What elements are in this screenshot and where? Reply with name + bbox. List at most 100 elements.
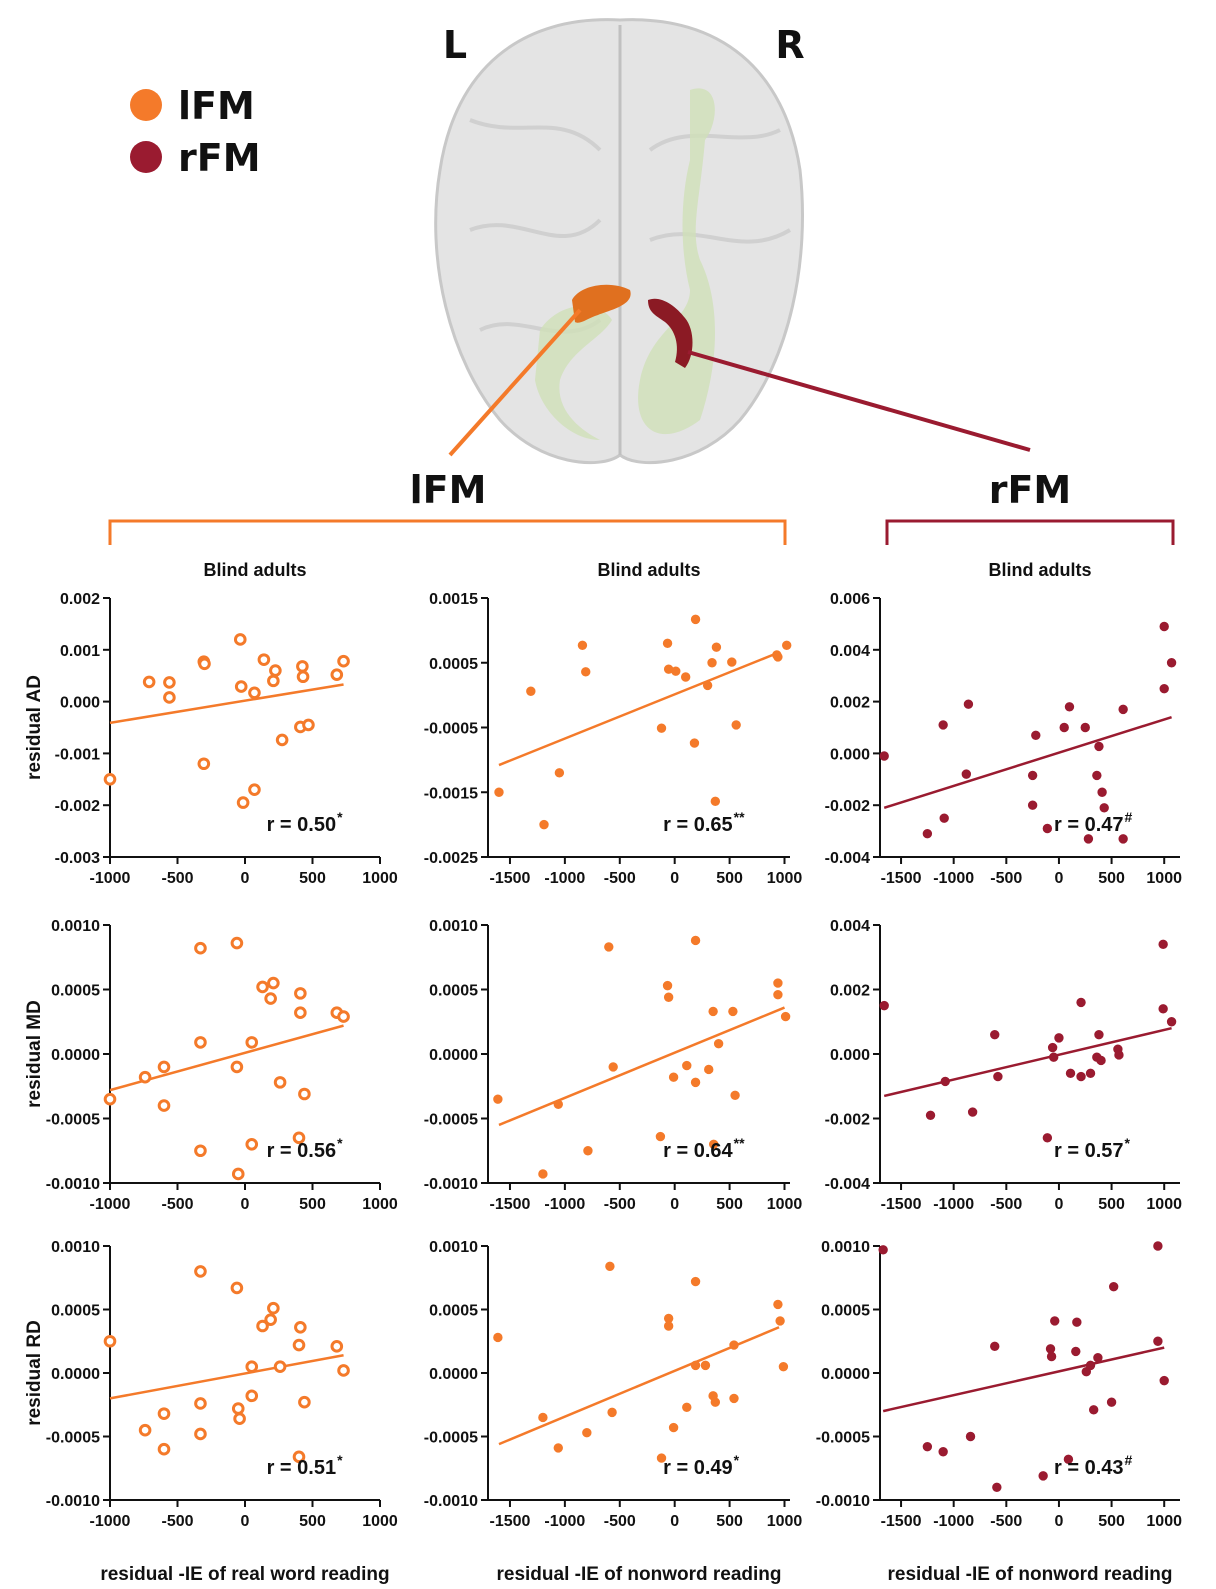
x-tick-label: -1500 xyxy=(881,1513,922,1530)
x-tick-label: -1000 xyxy=(933,1513,974,1530)
x-tick-label: 500 xyxy=(299,1513,326,1530)
data-point xyxy=(961,769,972,779)
data-point xyxy=(727,657,737,667)
data-point xyxy=(922,828,933,839)
data-point xyxy=(730,1090,740,1100)
data-point xyxy=(231,1402,245,1415)
data-point xyxy=(710,796,721,807)
data-point xyxy=(194,1427,207,1441)
data-point xyxy=(493,1094,503,1104)
data-point xyxy=(1153,1241,1163,1251)
y-tick-label: 0.0010 xyxy=(51,1239,100,1256)
data-point xyxy=(233,1412,246,1426)
data-point xyxy=(608,1062,618,1072)
data-point xyxy=(554,768,565,778)
y-tick-label: -0.0005 xyxy=(816,1430,870,1447)
y-tick-label: 0.0010 xyxy=(429,1239,478,1256)
data-point xyxy=(938,1447,948,1457)
y-tick-label: -0.0010 xyxy=(424,1176,478,1193)
data-point xyxy=(230,1281,244,1295)
data-point xyxy=(1027,800,1038,810)
data-point xyxy=(967,1107,978,1117)
data-point xyxy=(1063,1454,1074,1465)
data-point xyxy=(773,1299,783,1310)
chart-title: Blind adults xyxy=(204,560,307,580)
chart-panel: 0.0010 0.0005 0.0000 -0.0005 -0.0010 -1500 -10… xyxy=(424,918,803,1213)
trendline xyxy=(883,715,1172,809)
data-point xyxy=(553,1099,563,1110)
data-point xyxy=(700,1360,711,1371)
chart-panel: 0.0010 0.0005 0.0000 -0.0005 -0.0010 -1000 -50… xyxy=(24,1239,398,1585)
data-point xyxy=(682,1060,692,1071)
data-point xyxy=(1047,1042,1058,1053)
data-point xyxy=(230,1060,244,1074)
y-tick-label: 0.002 xyxy=(830,695,870,712)
data-point xyxy=(1106,1397,1117,1407)
data-point xyxy=(1045,1344,1056,1354)
x-tick-label: 1000 xyxy=(1146,870,1182,887)
y-tick-label: 0.0000 xyxy=(51,1047,100,1064)
data-point xyxy=(689,738,700,748)
significance-mark: # xyxy=(1125,809,1133,825)
chart-title: Blind adults xyxy=(598,560,701,580)
data-point xyxy=(296,660,309,673)
data-point xyxy=(233,633,247,646)
y-axis-label: residual RD xyxy=(24,1320,45,1426)
chart-panel: 0.0015 0.0005 -0.0005 -0.0015 -0.0025 -1500 -1… xyxy=(424,560,803,887)
data-point xyxy=(157,1407,171,1420)
y-tick-label: 0.004 xyxy=(830,918,870,935)
connector xyxy=(448,308,582,457)
trendline xyxy=(109,683,344,725)
data-point xyxy=(1093,1353,1103,1363)
y-tick-label: 0.0015 xyxy=(429,591,478,608)
y-tick-label: -0.0010 xyxy=(46,1176,100,1193)
data-point xyxy=(1059,722,1069,733)
significance-mark: * xyxy=(337,1452,343,1468)
x-tick-label: -1500 xyxy=(881,870,922,887)
hemisphere-label: L xyxy=(443,23,467,67)
significance-mark: * xyxy=(337,809,343,825)
data-point xyxy=(292,1450,306,1464)
data-point xyxy=(494,787,504,797)
data-point xyxy=(1166,658,1177,668)
data-point xyxy=(965,1431,976,1442)
x-tick-label: 1000 xyxy=(362,1513,398,1530)
y-tick-label: 0.0005 xyxy=(429,1303,478,1320)
y-tick-label: 0.000 xyxy=(60,695,100,712)
data-point xyxy=(1159,1375,1169,1386)
data-point xyxy=(1076,997,1086,1008)
data-point xyxy=(577,640,588,650)
data-point xyxy=(302,718,315,732)
y-tick-label: 0.004 xyxy=(830,643,870,660)
x-tick-label: 1000 xyxy=(1146,1513,1182,1530)
data-point xyxy=(668,1422,679,1433)
data-point xyxy=(292,1338,306,1352)
data-point xyxy=(163,676,176,689)
data-point xyxy=(194,1036,207,1049)
data-point xyxy=(1042,1133,1053,1143)
x-tick-label: 1000 xyxy=(1146,1196,1182,1213)
x-tick-label: -500 xyxy=(604,1196,636,1213)
x-axis-label: residual -IE of real word reading xyxy=(100,1564,389,1585)
y-tick-label: 0.0005 xyxy=(51,983,100,1000)
y-tick-label: 0.002 xyxy=(830,983,870,1000)
data-point xyxy=(938,720,948,730)
data-point xyxy=(879,751,889,761)
data-point xyxy=(267,976,280,990)
correlation-label: r = 0.56 xyxy=(267,1140,337,1162)
data-point xyxy=(1108,1281,1119,1292)
data-point xyxy=(990,1341,1000,1352)
data-point xyxy=(963,699,974,709)
legend-label: lFM xyxy=(178,84,255,128)
y-tick-label: -0.0005 xyxy=(424,1112,478,1129)
data-point xyxy=(1076,1071,1086,1082)
data-point xyxy=(1085,1360,1096,1371)
data-point xyxy=(1050,1316,1060,1326)
data-point xyxy=(245,1036,259,1049)
x-tick-label: 0 xyxy=(241,1513,250,1530)
y-tick-label: -0.0010 xyxy=(816,1493,870,1510)
x-tick-label: 0 xyxy=(241,870,250,887)
data-point xyxy=(553,1443,563,1453)
x-tick-label: -1000 xyxy=(544,1196,585,1213)
x-tick-label: -1000 xyxy=(90,1513,131,1530)
